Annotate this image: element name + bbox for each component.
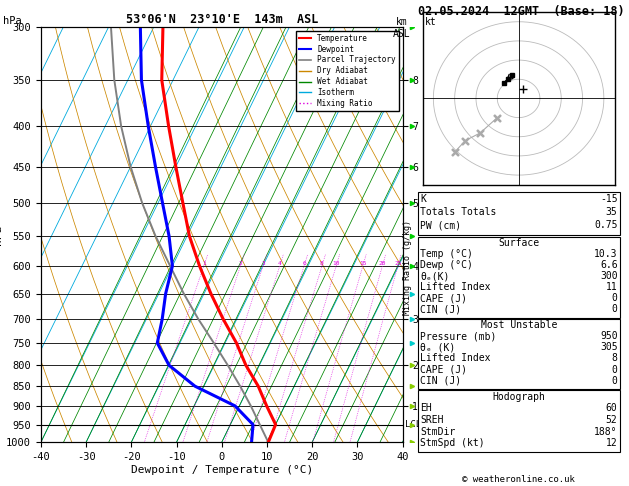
Text: 8: 8 (611, 353, 618, 364)
Text: 4: 4 (278, 261, 282, 266)
Text: 10.3: 10.3 (594, 249, 618, 259)
Text: 0: 0 (611, 304, 618, 314)
Text: 02.05.2024  12GMT  (Base: 18): 02.05.2024 12GMT (Base: 18) (418, 5, 625, 18)
Text: PW (cm): PW (cm) (420, 221, 462, 230)
Text: 15: 15 (359, 261, 367, 266)
Text: kt: kt (425, 17, 437, 27)
Bar (418, 319, 620, 389)
Text: 25: 25 (394, 261, 402, 266)
Text: EH: EH (420, 403, 432, 414)
Text: 8: 8 (320, 261, 324, 266)
Text: Hodograph: Hodograph (493, 392, 545, 402)
Text: 6: 6 (302, 261, 306, 266)
Text: Mixing Ratio (g/kg): Mixing Ratio (g/kg) (403, 220, 412, 315)
Text: CAPE (J): CAPE (J) (420, 293, 467, 303)
Text: K: K (420, 194, 426, 204)
Text: 52: 52 (606, 415, 618, 425)
Text: 1: 1 (202, 261, 206, 266)
Text: 188°: 188° (594, 427, 618, 436)
Text: km
ASL: km ASL (392, 17, 410, 38)
Text: 300: 300 (600, 271, 618, 281)
Text: 2: 2 (238, 261, 242, 266)
Text: Lifted Index: Lifted Index (420, 353, 491, 364)
Y-axis label: hPa: hPa (0, 225, 3, 244)
Text: Lifted Index: Lifted Index (420, 282, 491, 292)
X-axis label: Dewpoint / Temperature (°C): Dewpoint / Temperature (°C) (131, 465, 313, 475)
Legend: Temperature, Dewpoint, Parcel Trajectory, Dry Adiabat, Wet Adiabat, Isotherm, Mi: Temperature, Dewpoint, Parcel Trajectory… (296, 31, 399, 111)
Bar (418, 237, 620, 318)
Text: SREH: SREH (420, 415, 444, 425)
Text: Surface: Surface (498, 238, 540, 248)
Text: 35: 35 (606, 208, 618, 217)
Text: 6.6: 6.6 (600, 260, 618, 270)
Title: 53°06'N  23°10'E  143m  ASL: 53°06'N 23°10'E 143m ASL (126, 13, 318, 26)
Bar (418, 390, 620, 452)
Text: 0: 0 (611, 364, 618, 375)
Text: 60: 60 (606, 403, 618, 414)
Text: CAPE (J): CAPE (J) (420, 364, 467, 375)
Text: © weatheronline.co.uk: © weatheronline.co.uk (462, 474, 576, 484)
Text: 12: 12 (606, 438, 618, 448)
Text: Totals Totals: Totals Totals (420, 208, 497, 217)
Text: CIN (J): CIN (J) (420, 304, 462, 314)
Text: -15: -15 (600, 194, 618, 204)
Text: 10: 10 (332, 261, 340, 266)
Text: CIN (J): CIN (J) (420, 376, 462, 386)
Text: 0: 0 (611, 293, 618, 303)
Text: 3: 3 (261, 261, 265, 266)
Text: LCL: LCL (405, 420, 421, 429)
Text: θₑ (K): θₑ (K) (420, 343, 455, 352)
Text: 0.75: 0.75 (594, 221, 618, 230)
Text: Pressure (mb): Pressure (mb) (420, 331, 497, 341)
Text: 11: 11 (606, 282, 618, 292)
Text: 20: 20 (379, 261, 386, 266)
Text: Dewp (°C): Dewp (°C) (420, 260, 473, 270)
Bar (418, 192, 620, 235)
Text: 0: 0 (611, 376, 618, 386)
Text: 950: 950 (600, 331, 618, 341)
Text: StmDir: StmDir (420, 427, 455, 436)
Text: Most Unstable: Most Unstable (481, 320, 557, 330)
Text: hPa: hPa (3, 16, 22, 26)
Text: StmSpd (kt): StmSpd (kt) (420, 438, 485, 448)
Text: θₑ(K): θₑ(K) (420, 271, 450, 281)
Text: Temp (°C): Temp (°C) (420, 249, 473, 259)
Text: 305: 305 (600, 343, 618, 352)
